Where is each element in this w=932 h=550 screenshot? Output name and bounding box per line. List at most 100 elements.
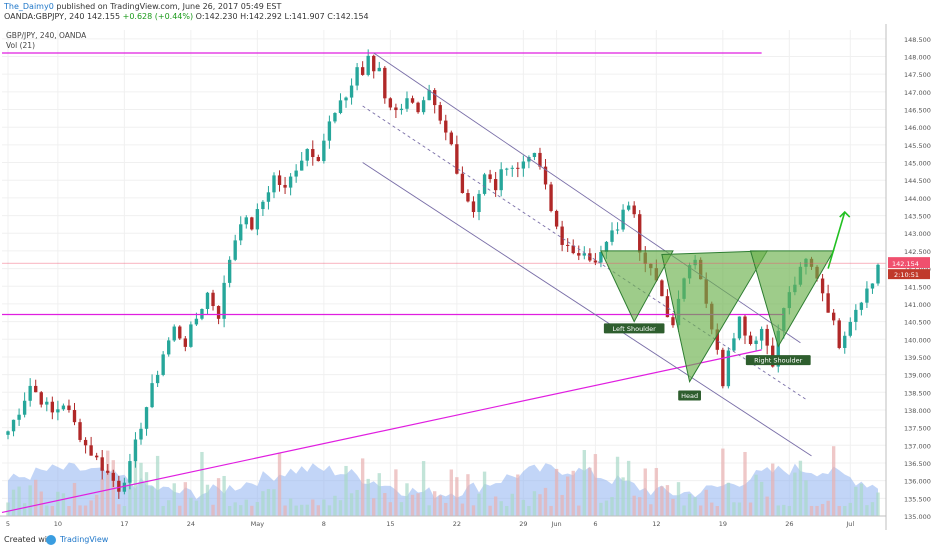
volume-bar	[449, 469, 453, 516]
candle-body	[183, 338, 188, 347]
candle-body	[510, 167, 514, 169]
candle-body	[128, 461, 132, 483]
candle-body	[571, 245, 575, 254]
volume-bar	[704, 489, 708, 516]
volume-bar	[732, 502, 736, 516]
candle-body	[726, 350, 731, 387]
candle-body	[843, 335, 847, 348]
candle-body	[599, 251, 603, 263]
candle-body	[826, 293, 830, 313]
candle-body	[721, 349, 725, 387]
candle-body	[610, 230, 614, 242]
time-axis[interactable]: 5 10 17 24 May 8 15 22 29 Jun 6 12 19 26 Jul	[0, 515, 886, 528]
volume-bar	[427, 505, 431, 516]
symbol-label: OANDA:GBPJPY, 240	[4, 12, 85, 21]
volume-bar	[117, 504, 121, 516]
candle-body	[39, 392, 43, 405]
x-tick-label: 6	[593, 520, 597, 528]
countdown-text: 2:10:51	[894, 271, 919, 279]
y-tick-label: 143.000	[904, 230, 931, 238]
candle-body	[67, 405, 71, 411]
legend-volume: Vol (21)	[6, 41, 35, 50]
y-tick-label: 148.500	[904, 36, 931, 44]
candle-body	[372, 55, 376, 72]
candle-body	[322, 140, 326, 162]
candle-body	[549, 184, 553, 211]
volume-bar	[754, 474, 758, 516]
volume-bar	[366, 478, 370, 516]
volume-bar	[34, 479, 38, 516]
candle-body	[6, 431, 10, 435]
volume-bar	[776, 505, 780, 516]
y-tick-label: 141.000	[904, 301, 931, 309]
candle-body	[488, 174, 492, 180]
y-tick-label: 137.500	[904, 425, 931, 433]
candle-body	[139, 428, 143, 440]
volume-bar	[710, 502, 714, 516]
volume-bar	[510, 493, 514, 516]
candle-body	[427, 90, 431, 101]
channel-lower-line	[362, 162, 812, 457]
x-tick-label: 15	[386, 520, 394, 528]
volume-bar	[194, 500, 199, 516]
volume-bar	[826, 500, 830, 516]
candle-body	[665, 296, 670, 318]
volume-bar	[499, 501, 503, 516]
volume-bar	[222, 475, 226, 516]
author-link[interactable]: The_Daimy0	[4, 2, 54, 11]
candle-body	[433, 90, 437, 106]
volume-layer	[6, 446, 880, 516]
footer: Created with TradingView	[0, 530, 932, 550]
candle-body	[416, 102, 420, 113]
volume-bar	[477, 493, 481, 516]
candle-body	[671, 317, 675, 326]
volume-bar	[831, 446, 836, 516]
candle-body	[505, 168, 509, 170]
candle-body	[410, 98, 415, 103]
candle-body	[22, 400, 27, 415]
volume-bar	[45, 505, 49, 516]
candle-body	[83, 439, 88, 446]
volume-bar	[205, 484, 210, 516]
volume-bar	[183, 482, 188, 516]
price-axis[interactable]: 135.000 135.500 136.000 136.500 137.000 137.5…	[885, 24, 932, 530]
candle-body	[189, 324, 193, 347]
y-tick-label: 135.500	[904, 495, 931, 503]
volume-bar	[416, 493, 420, 516]
volume-bar	[715, 505, 719, 516]
volume-bar	[649, 504, 653, 516]
volume-bar	[737, 502, 742, 516]
candle-body	[737, 316, 742, 339]
candle-body	[294, 170, 298, 177]
last-price-text: 142.154	[892, 260, 919, 268]
target-arrow-head	[839, 210, 851, 218]
volume-bar	[227, 505, 232, 516]
volume-bar	[698, 505, 703, 516]
volume-bar	[560, 494, 564, 516]
candle-body	[316, 157, 320, 162]
volume-bar	[216, 478, 221, 516]
volume-bar	[200, 451, 204, 516]
candle-body	[277, 175, 282, 185]
candle-body	[305, 149, 309, 161]
tradingview-logo-icon	[46, 535, 56, 545]
candle-body	[283, 184, 287, 188]
candle-body	[172, 326, 176, 341]
candle-body	[532, 152, 537, 158]
volume-bar	[266, 488, 271, 516]
candle-body	[56, 409, 60, 413]
annotation-label: Left Shoulder	[613, 325, 657, 333]
volume-bar	[305, 504, 309, 516]
volume-bar	[410, 494, 415, 516]
volume-bar	[421, 461, 426, 516]
candle-body	[632, 205, 636, 215]
volume-bar	[211, 504, 215, 516]
volume-bar	[505, 506, 509, 516]
volume-bar	[848, 502, 852, 516]
volume-bar	[344, 465, 348, 516]
tradingview-brand[interactable]: TradingView	[60, 535, 109, 544]
volume-bar	[444, 502, 448, 516]
volume-bar	[554, 468, 559, 516]
volume-bar	[28, 485, 32, 516]
